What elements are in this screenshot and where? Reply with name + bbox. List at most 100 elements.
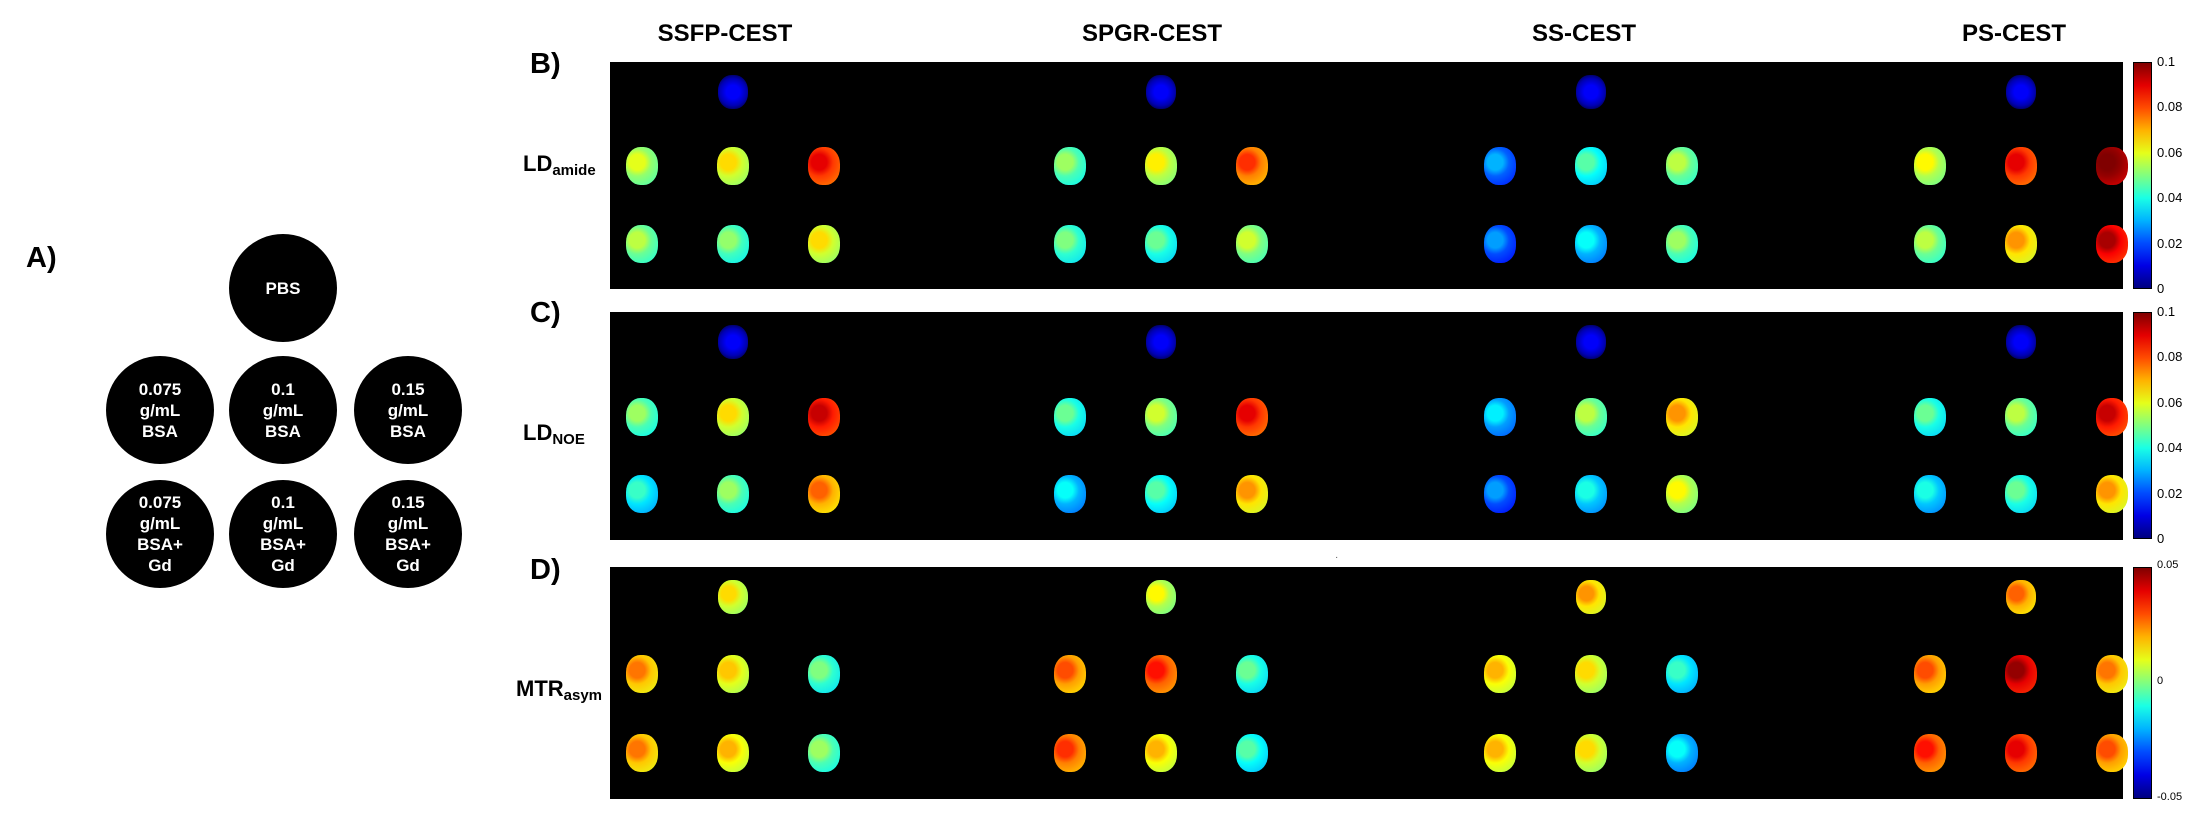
vial-2-3-4: [1914, 733, 1946, 772]
phantom-bsa-0: 0.075 g/mL BSA: [106, 356, 214, 464]
phantom-bsa-gd-0: 0.075 g/mL BSA+ Gd: [106, 480, 214, 588]
vial-2-1-5: [1145, 733, 1177, 772]
colorbar-tick-label: 0.05: [2157, 559, 2179, 571]
colorbar-tick-label: 0.1: [2157, 54, 2176, 69]
vial-2-3-5: [2005, 733, 2037, 772]
vial-0-1-6: [1236, 224, 1268, 263]
colorbar-tick-label: 0.06: [2157, 394, 2183, 410]
vial-0-0-3: [808, 147, 840, 186]
vial-2-1-1: [1054, 654, 1086, 693]
vial-2-2-4: [1484, 733, 1516, 772]
vial-1-2-4: [1484, 475, 1516, 514]
vial-2-3-3: [2096, 654, 2128, 693]
vial-0-3-4: [1914, 224, 1946, 263]
vial-2-2-1: [1484, 654, 1516, 693]
colorbar-tick-label: 0.02: [2157, 235, 2183, 251]
vial-1-2-1: [1484, 397, 1516, 436]
vial-1-3-6: [2096, 475, 2128, 514]
phantom-bsa-1: 0.1 g/mL BSA: [229, 356, 337, 464]
vial-1-3-4: [1914, 475, 1946, 514]
vial-2-3-0: [2006, 580, 2036, 615]
vial-2-0-5: [717, 733, 749, 772]
vial-0-2-2: [1575, 147, 1607, 186]
vial-2-0-1: [626, 654, 658, 693]
vial-0-2-3: [1666, 147, 1698, 186]
vial-0-2-6: [1666, 224, 1698, 263]
vial-0-3-6: [2096, 224, 2128, 263]
colorbar-tick-label: 0.1: [2157, 304, 2176, 319]
vial-0-1-4: [1054, 224, 1086, 263]
vial-2-0-2: [717, 654, 749, 693]
vial-1-1-2: [1145, 397, 1177, 436]
map-panel-mtr-asym: [610, 567, 2128, 799]
vial-2-1-6: [1236, 733, 1268, 772]
vial-2-2-2: [1575, 654, 1607, 693]
vial-0-1-1: [1054, 147, 1086, 186]
vial-1-2-5: [1575, 475, 1607, 514]
vial-2-2-3: [1666, 654, 1698, 693]
column-header-1: SPGR-CEST: [1081, 20, 1222, 47]
vial-1-0-3: [808, 397, 840, 436]
footnote-mark: ·: [1335, 552, 1339, 563]
colorbar-0: [2133, 62, 2152, 289]
panel-label-b: B): [530, 48, 561, 80]
vial-1-2-3: [1666, 397, 1698, 436]
vial-2-0-6: [808, 733, 840, 772]
vial-1-2-0: [1576, 324, 1606, 359]
row-label-ld-amide: LDamide: [523, 151, 596, 179]
vial-0-2-0: [1576, 74, 1606, 109]
vial-1-1-5: [1145, 475, 1177, 514]
vial-2-3-1: [1914, 654, 1946, 693]
vial-2-3-6: [2096, 733, 2128, 772]
colorbar-1: [2133, 312, 2152, 539]
vial-0-0-0: [718, 74, 748, 109]
column-header-2: SS-CEST: [1531, 20, 1636, 47]
vial-1-1-6: [1236, 475, 1268, 514]
vial-0-1-5: [1145, 224, 1177, 263]
colorbar-tick-label: -0.05: [2157, 791, 2183, 803]
vial-1-3-3: [2096, 397, 2128, 436]
vial-1-2-2: [1575, 397, 1607, 436]
vial-0-3-5: [2005, 224, 2037, 263]
vial-2-0-4: [626, 733, 658, 772]
vial-1-3-0: [2006, 324, 2036, 359]
vial-0-0-2: [717, 147, 749, 186]
vial-2-2-5: [1575, 733, 1607, 772]
colorbar-tick-label: 0: [2157, 281, 2165, 296]
vial-1-1-3: [1236, 397, 1268, 436]
vial-0-1-2: [1145, 147, 1177, 186]
vial-0-0-1: [626, 147, 658, 186]
vial-0-2-4: [1484, 224, 1516, 263]
vial-1-0-6: [808, 475, 840, 514]
row-label-mtr-asym: MTRasym: [516, 676, 603, 704]
vial-0-3-0: [2006, 74, 2036, 109]
colorbar-tick-label: 0.08: [2157, 349, 2183, 365]
vial-1-3-1: [1914, 397, 1946, 436]
vial-0-2-1: [1484, 147, 1516, 186]
vial-1-0-1: [626, 397, 658, 436]
panel-label-a: A): [26, 242, 57, 274]
vial-0-2-5: [1575, 224, 1607, 263]
column-header-3: PS-CEST: [1961, 20, 2066, 47]
vial-2-0-0: [718, 580, 748, 615]
phantom-pbs: PBS: [229, 234, 337, 342]
vial-0-1-3: [1236, 147, 1268, 186]
vial-0-3-3: [2096, 147, 2128, 186]
vial-0-1-0: [1146, 74, 1176, 109]
phantom-bsa-gd-2: 0.15 g/mL BSA+ Gd: [354, 480, 462, 588]
vial-1-0-5: [717, 475, 749, 514]
vial-1-3-5: [2005, 475, 2037, 514]
map-panel-ld-amide: [610, 62, 2128, 289]
vial-2-2-0: [1576, 580, 1606, 615]
vial-1-0-0: [718, 324, 748, 359]
vial-2-1-3: [1236, 654, 1268, 693]
vial-2-3-2: [2005, 654, 2037, 693]
row-label-ld-noe: LDNOE: [523, 420, 585, 448]
colorbar-tick-label: 0.08: [2157, 99, 2183, 115]
phantom-bsa-2: 0.15 g/mL BSA: [354, 356, 462, 464]
vial-1-1-0: [1146, 324, 1176, 359]
vial-2-1-2: [1145, 654, 1177, 693]
colorbar-tick-label: 0.02: [2157, 485, 2183, 501]
vial-1-0-2: [717, 397, 749, 436]
vial-0-3-1: [1914, 147, 1946, 186]
